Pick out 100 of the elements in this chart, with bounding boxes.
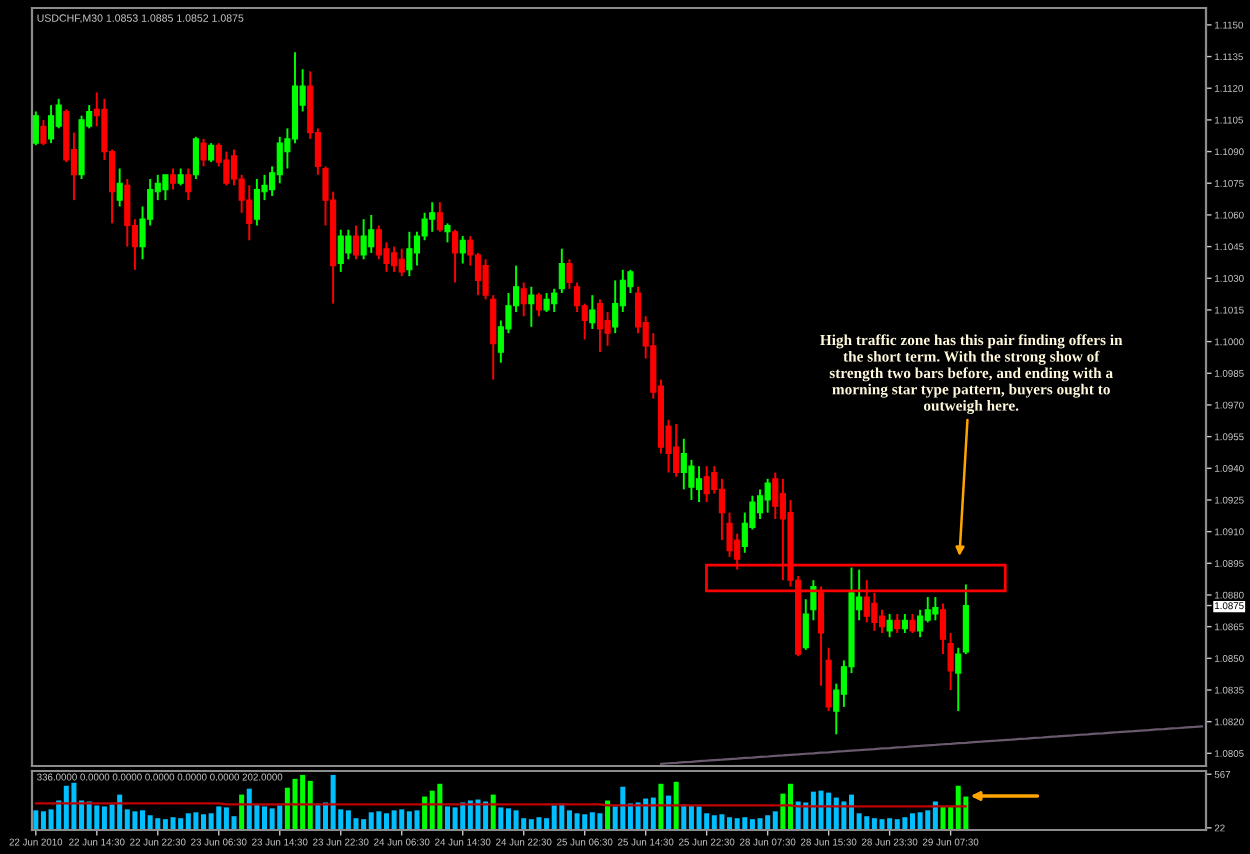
bar: [917, 812, 923, 830]
bar: [40, 811, 46, 830]
bar: [155, 818, 161, 830]
candlestick: [223, 150, 230, 187]
bar: [162, 819, 168, 830]
bar: [902, 817, 908, 830]
candlestick: [391, 245, 398, 273]
bar: [498, 807, 504, 830]
bar: [368, 812, 374, 830]
candlestick: [337, 228, 344, 273]
candlestick: [917, 608, 924, 639]
bar: [406, 811, 412, 830]
bar: [345, 810, 351, 830]
bar: [277, 805, 283, 830]
candlestick: [543, 292, 550, 314]
bar: [223, 807, 229, 830]
bar: [513, 810, 519, 830]
bar: [536, 817, 542, 830]
bar: [269, 808, 275, 830]
candlestick: [375, 224, 382, 261]
candlestick: [772, 471, 779, 520]
candlestick: [253, 178, 260, 227]
candlestick: [406, 230, 413, 278]
bar: [208, 813, 214, 830]
bar: [894, 819, 900, 830]
bar: [757, 818, 763, 830]
bar: [551, 805, 557, 830]
candlestick: [528, 285, 535, 328]
candlestick: [589, 294, 596, 330]
candlestick: [200, 137, 207, 168]
bar: [574, 813, 580, 830]
bar: [147, 815, 153, 830]
bar: [734, 818, 740, 830]
bar: [132, 811, 138, 830]
candlestick: [673, 422, 680, 478]
bar: [307, 780, 313, 830]
candlestick: [116, 167, 123, 208]
bar: [871, 818, 877, 830]
bar: [216, 806, 222, 830]
candlestick: [924, 596, 931, 624]
candlestick: [169, 167, 177, 191]
bar: [749, 819, 755, 830]
bar: [772, 811, 778, 830]
bar: [101, 806, 107, 830]
bar: [452, 807, 458, 830]
bar: [887, 818, 893, 830]
bar: [170, 817, 176, 830]
bar: [193, 812, 199, 830]
bar: [140, 810, 146, 830]
candlestick: [124, 178, 131, 248]
candlestick: [955, 646, 962, 713]
candlestick: [192, 135, 199, 180]
bar: [521, 818, 527, 830]
bar: [955, 785, 961, 830]
candlestick: [459, 235, 466, 265]
candlestick: [47, 104, 55, 145]
bar: [178, 818, 184, 830]
candlestick: [535, 292, 543, 318]
bar: [742, 817, 748, 830]
candlestick: [32, 110, 39, 147]
candlestick: [276, 135, 283, 185]
bar: [864, 816, 870, 830]
bar: [788, 783, 794, 830]
candlestick: [429, 201, 436, 233]
bar: [437, 783, 443, 830]
candlestick: [444, 222, 451, 244]
candlestick: [695, 465, 703, 504]
candlestick: [208, 142, 215, 164]
candlestick: [368, 213, 375, 254]
candlestick: [452, 228, 459, 284]
bar: [505, 808, 511, 830]
bar: [719, 814, 725, 830]
candlestick: [596, 298, 604, 354]
candlestick: [551, 287, 558, 314]
bar: [353, 818, 359, 830]
bar: [765, 815, 771, 830]
bar: [879, 819, 885, 830]
candlestick: [894, 613, 901, 634]
candlestick: [909, 613, 916, 634]
bar: [185, 813, 191, 830]
candlestick: [764, 477, 771, 514]
candlestick: [398, 247, 405, 278]
candlestick: [878, 608, 886, 634]
candlestick: [352, 224, 360, 261]
bar: [940, 806, 946, 830]
line-series: [659, 725, 1204, 765]
bar: [300, 774, 306, 830]
bar: [589, 812, 595, 830]
candlestick: [756, 488, 764, 520]
bar: [704, 813, 710, 830]
candlestick: [162, 173, 169, 202]
candlestick: [520, 281, 527, 318]
candlestick: [612, 279, 619, 335]
bar: [330, 774, 336, 830]
bar: [528, 819, 534, 830]
candlestick: [345, 228, 352, 261]
bar: [711, 815, 717, 830]
bar: [94, 805, 100, 830]
candlestick: [40, 118, 47, 147]
bar: [63, 785, 69, 830]
